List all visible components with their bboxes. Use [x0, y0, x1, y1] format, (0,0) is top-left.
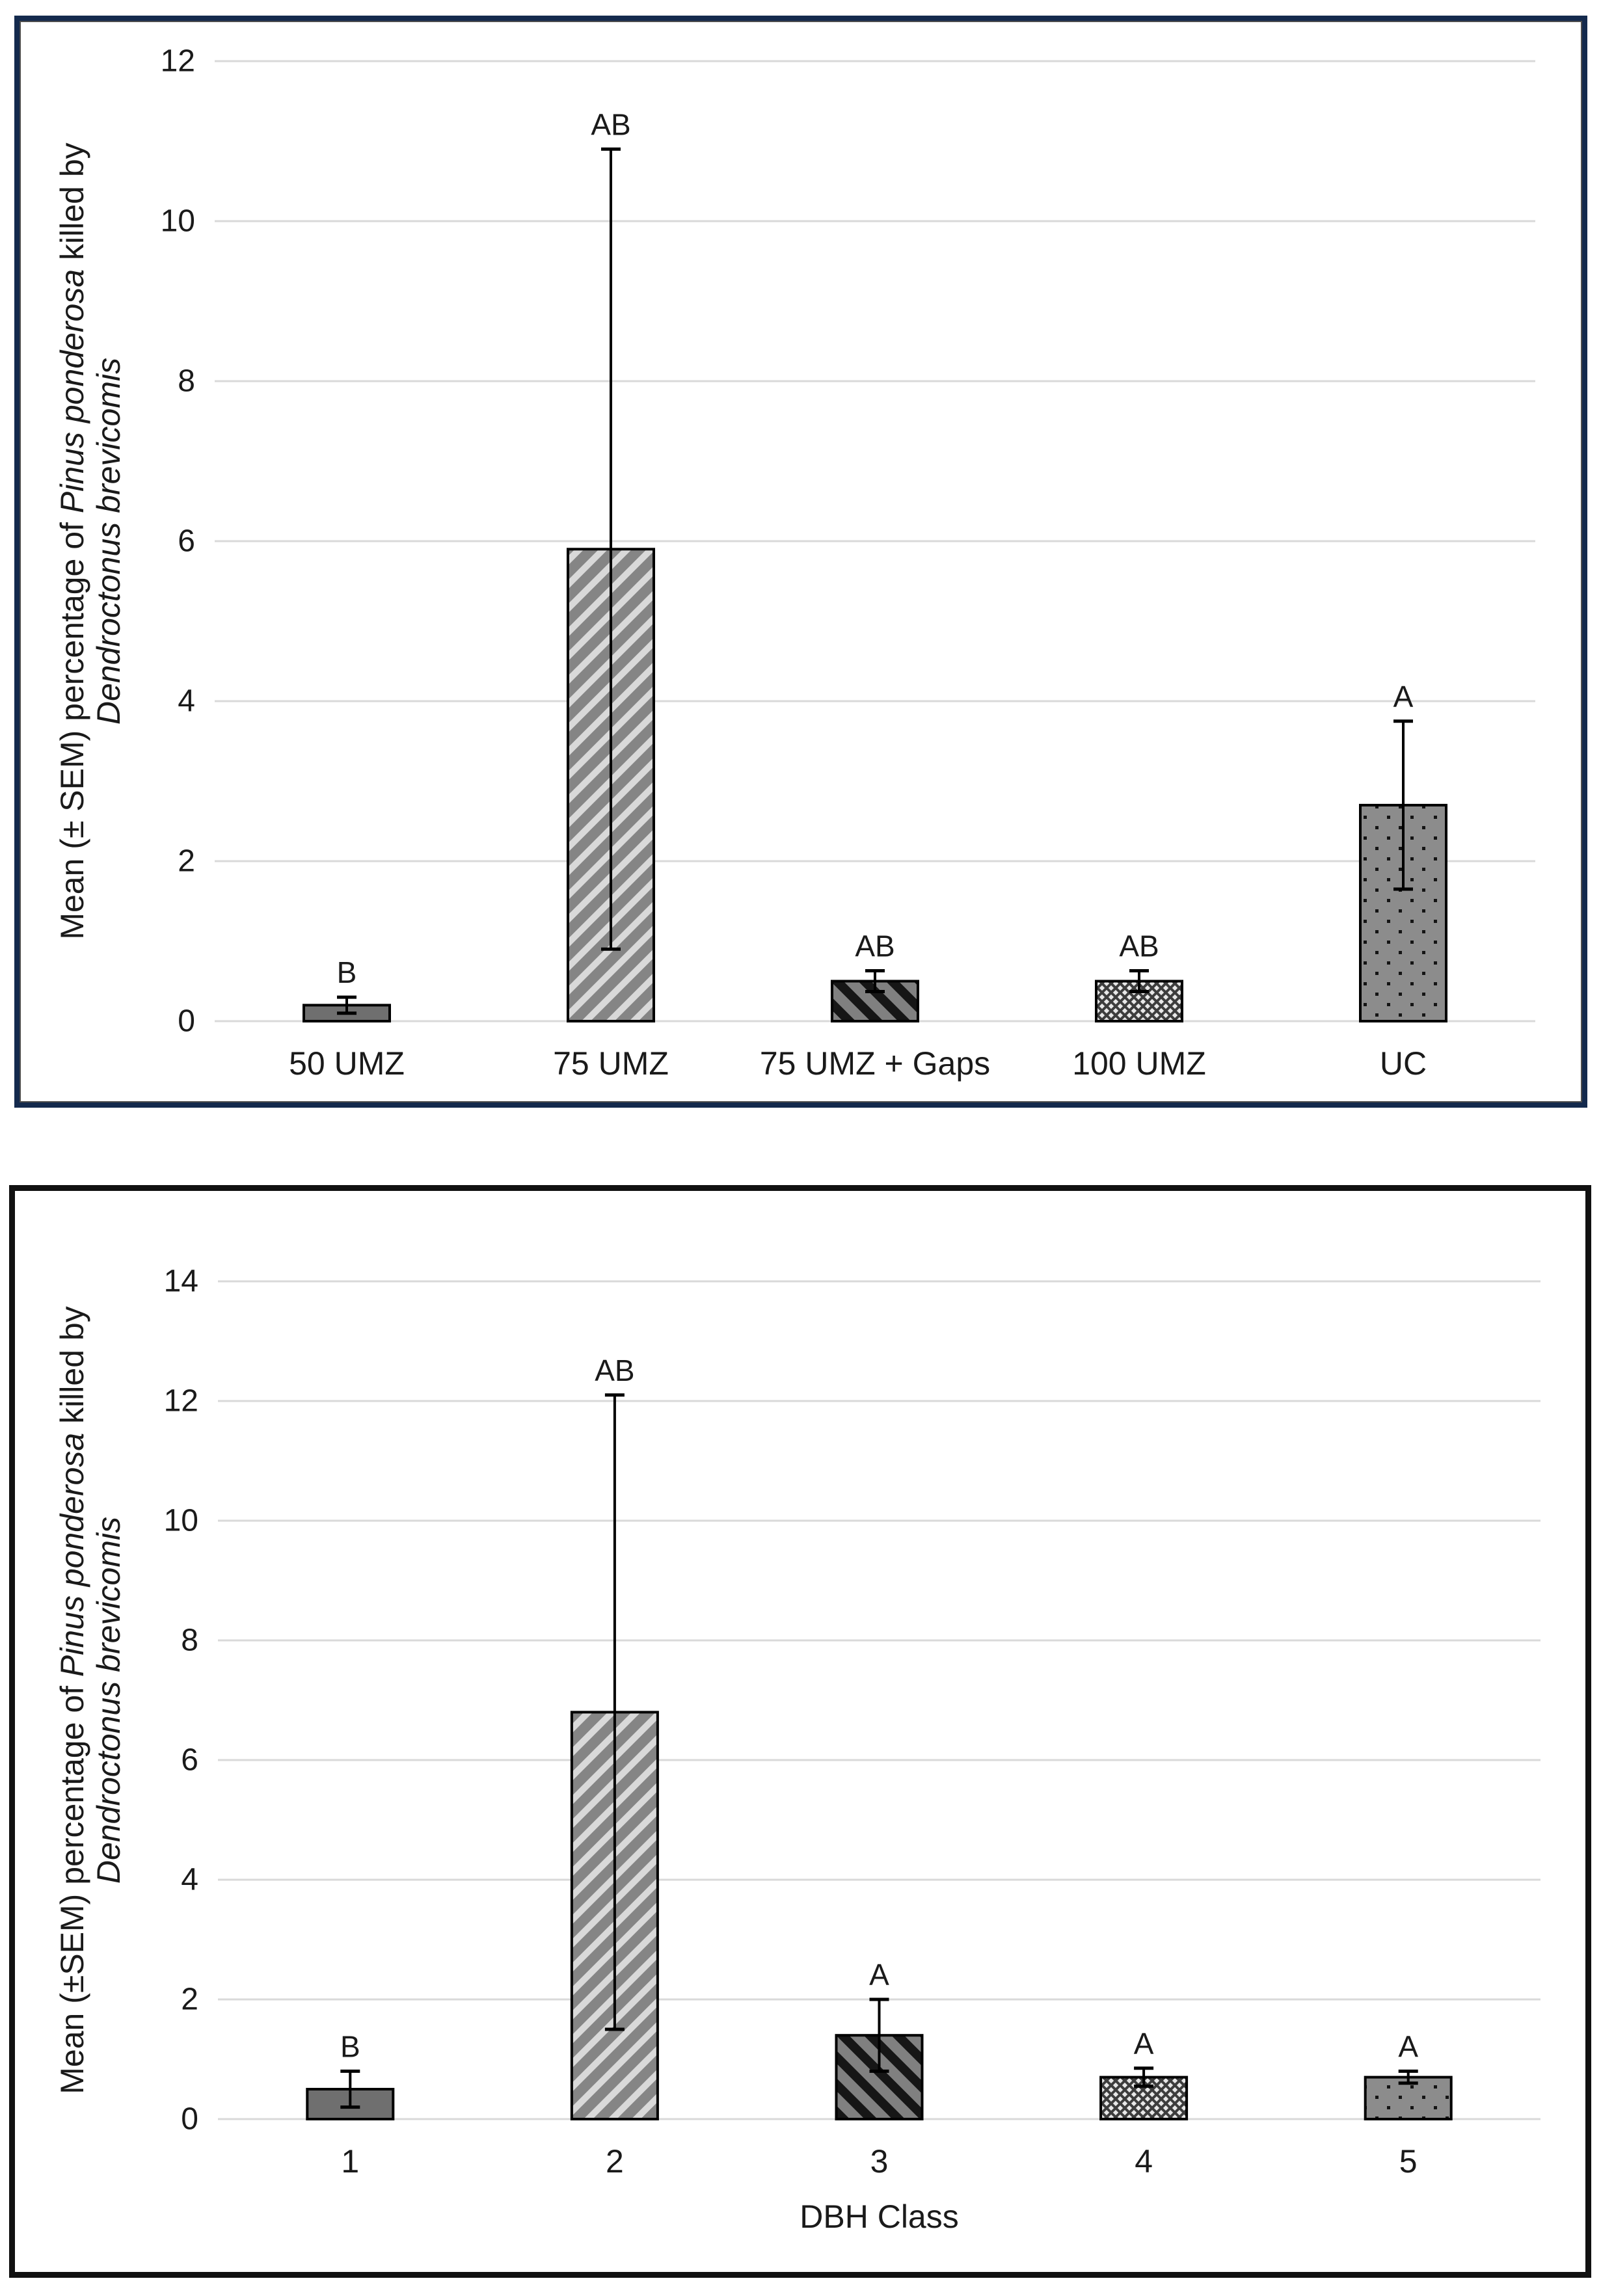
y-tick-label: 10 — [161, 204, 195, 239]
x-category-label: 50 UMZ — [289, 1045, 405, 1082]
significance-letter: AB — [855, 929, 895, 963]
significance-letter: A — [1398, 2029, 1418, 2063]
significance-letter: A — [869, 1958, 889, 1992]
x-axis-title: DBH Class — [800, 2198, 958, 2235]
significance-letter: AB — [1119, 929, 1159, 963]
y-tick-label: 6 — [181, 1743, 198, 1778]
significance-letter: B — [340, 2029, 360, 2063]
y-axis-title-line-1: Mean (±SEM) percentage of Pinus ponderos… — [54, 1306, 90, 2094]
treatment-chart: 0 2 4 6 8 10 12 B 50 UMZ AB 75 UMZ AB 75 UMZ + Gaps A… — [54, 44, 1535, 1082]
x-category-label: 100 UMZ — [1072, 1045, 1206, 1082]
x-category-label: 2 — [606, 2143, 624, 2180]
x-category-label: 3 — [870, 2143, 889, 2180]
y-tick-label: 4 — [181, 1863, 198, 1897]
y-axis-title-line-2: Dendroctonus brevicomis — [90, 358, 127, 725]
x-category-label: 75 UMZ + Gaps — [760, 1045, 990, 1082]
y-tick-label: 0 — [178, 1004, 195, 1039]
y-tick-label: 0 — [181, 2102, 198, 2137]
y-axis-title-line-1: Mean (± SEM) percentage of Pinus pondero… — [54, 142, 90, 939]
significance-letter: A — [1134, 2027, 1154, 2061]
significance-letter: B — [337, 955, 357, 989]
y-tick-label: 12 — [161, 44, 195, 79]
y-tick-label: 4 — [178, 684, 195, 719]
y-tick-label: 14 — [164, 1264, 198, 1299]
significance-letter: AB — [591, 107, 630, 141]
x-category-label: 4 — [1135, 2143, 1153, 2180]
significance-letter: A — [1393, 680, 1414, 714]
y-axis-title-line-2: Dendroctonus brevicomis — [90, 1517, 127, 1884]
x-category-label: 5 — [1399, 2143, 1418, 2180]
y-tick-label: 2 — [178, 844, 195, 879]
y-tick-label: 6 — [178, 524, 195, 559]
treatment-figure-frame — [14, 16, 1587, 1108]
dbh-figure-frame — [9, 1185, 1591, 2278]
x-category-label: 1 — [341, 2143, 359, 2180]
significance-letter: AB — [595, 1354, 634, 1387]
y-tick-label: 12 — [164, 1384, 198, 1419]
y-tick-label: 2 — [181, 1982, 198, 2017]
y-tick-label: 10 — [164, 1504, 198, 1538]
dbh-class-chart: 0 2 4 6 8 10 12 14 B 1 AB 2 A 3 A 4 A 5 DBH Class Mean (±SE… — [54, 1264, 1540, 2235]
x-category-label: UC — [1380, 1045, 1427, 1082]
y-tick-label: 8 — [181, 1623, 198, 1658]
y-tick-label: 8 — [178, 364, 195, 399]
x-category-label: 75 UMZ — [553, 1045, 669, 1082]
